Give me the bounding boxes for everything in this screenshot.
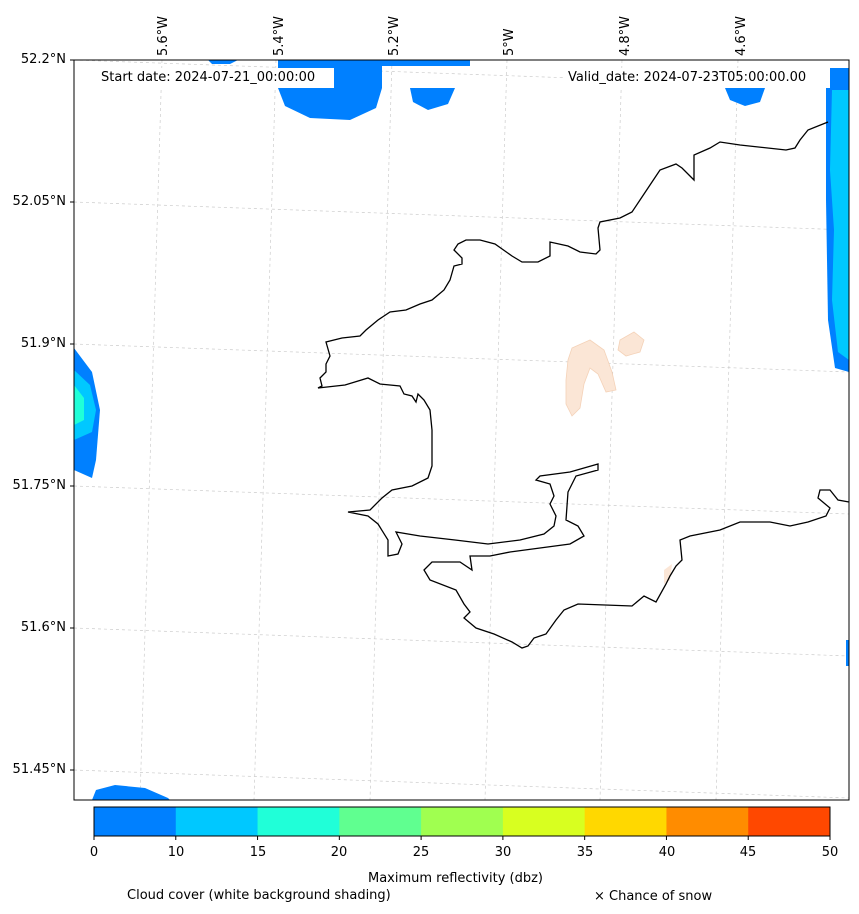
colorbar-segment	[339, 807, 422, 836]
snow-legend: × Chance of snow	[594, 889, 713, 904]
colorbar-segment	[666, 807, 749, 836]
start-date-label: Start date: 2024-07-21_00:00:00	[101, 70, 316, 85]
reflectivity-shading	[74, 60, 849, 800]
valid-date-label: Valid_date: 2024-07-23T05:00:00.00	[568, 70, 807, 85]
lon-label-5-6w: 5.6°W	[156, 15, 171, 56]
lat-label-51-9n: 51.9°N	[20, 336, 66, 351]
colorbar-label: Maximum reflectivity (dbz)	[368, 871, 543, 886]
cbar-tick-0: 0	[89, 845, 99, 860]
lon-label-4-8w: 4.8°W	[618, 15, 633, 56]
colorbar-segment	[502, 807, 586, 836]
cbar-tick-40: 40	[658, 845, 676, 860]
colorbar-border	[93, 806, 831, 837]
cbar-tick-25: 25	[412, 845, 430, 860]
cbar-tick-10: 10	[167, 845, 185, 860]
lon-label-5-4w: 5.4°W	[272, 15, 287, 56]
lat-label-51-6n: 51.6°N	[20, 620, 66, 635]
coastline	[317, 121, 850, 649]
colorbar-segment	[94, 807, 177, 836]
lat-ticks	[70, 59, 74, 771]
colorbar-segment	[175, 807, 259, 836]
cloud-cover-legend: Cloud cover (white background shading)	[127, 888, 391, 903]
lat-label-51-75n: 51.75°N	[12, 478, 66, 493]
lon-label-5w: 5°W	[502, 28, 517, 56]
map-border	[73, 59, 850, 801]
cbar-tick-50: 50	[821, 845, 839, 860]
cbar-tick-15: 15	[249, 845, 267, 860]
graticule	[73, 59, 850, 801]
cbar-tick-30: 30	[494, 845, 512, 860]
start-date-box	[96, 68, 334, 88]
colorbar-segment	[584, 807, 667, 836]
lon-label-5-2w: 5.2°W	[387, 15, 402, 56]
colorbar-segment	[421, 807, 504, 836]
lat-label-52-2n: 52.2°N	[20, 52, 66, 67]
cbar-tick-45: 45	[739, 845, 757, 860]
cbar-tick-20: 20	[330, 845, 348, 860]
cbar-tick-35: 35	[576, 845, 594, 860]
lat-label-52-05n: 52.05°N	[12, 194, 66, 209]
valid-date-box	[564, 68, 830, 88]
colorbar-segment	[748, 807, 831, 836]
colorbar	[93, 807, 831, 840]
lat-label-51-45n: 51.45°N	[12, 762, 66, 777]
lon-label-4-6w: 4.6°W	[734, 15, 749, 56]
colorbar-segment	[257, 807, 340, 836]
